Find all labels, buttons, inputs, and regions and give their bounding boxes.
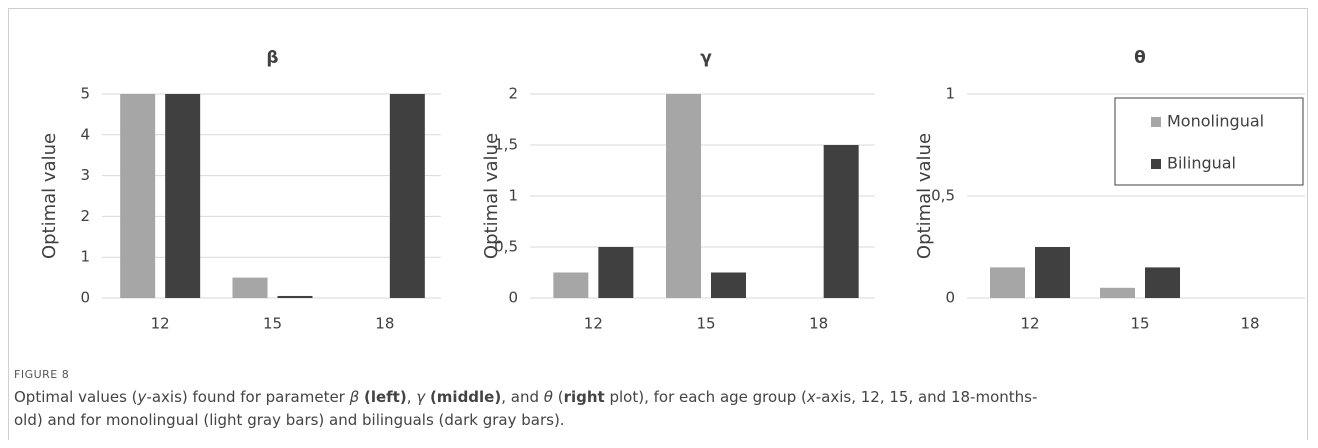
y-axis-label: Optimal value	[39, 133, 60, 259]
figure-label: FIGURE 8	[14, 368, 70, 381]
legend-swatch	[1151, 159, 1161, 169]
bar	[1145, 267, 1180, 298]
legend-swatch	[1151, 117, 1161, 127]
caption-text: right	[563, 388, 605, 406]
y-tick-label: 5	[80, 85, 90, 103]
caption-text: (middle)	[429, 388, 502, 406]
y-tick-label: 2	[508, 85, 518, 103]
caption-text: x	[806, 388, 816, 406]
bar	[232, 277, 268, 298]
caption-text: plot), for each age group (	[604, 388, 807, 406]
y-tick-label: 1	[945, 85, 955, 103]
x-tick-label: 18	[1240, 315, 1259, 333]
legend-box	[1114, 97, 1304, 186]
bar	[553, 272, 589, 298]
bar	[823, 145, 859, 298]
y-tick-label: 1,5	[494, 136, 518, 154]
y-tick-label: 1	[80, 248, 90, 266]
y-tick-label: 0,5	[931, 187, 955, 205]
caption-text: -axis) found for parameter	[146, 388, 350, 406]
bar	[990, 267, 1025, 298]
caption-text: ,	[406, 388, 417, 406]
x-tick-label: 15	[263, 315, 282, 333]
caption-text: (	[552, 388, 564, 406]
chart-title: θ	[1134, 48, 1146, 68]
x-tick-label: 18	[809, 315, 828, 333]
caption-text: Optimal values (	[14, 388, 138, 406]
bar	[1100, 287, 1135, 298]
figure-caption: Optimal values (y-axis) found for parame…	[14, 386, 1064, 432]
bar	[598, 247, 634, 298]
y-tick-label: 1	[508, 187, 518, 205]
y-tick-label: 0	[508, 289, 518, 307]
y-tick-label: 0	[80, 289, 90, 307]
x-tick-label: 18	[375, 315, 394, 333]
y-tick-label: 2	[80, 207, 90, 225]
bar	[120, 94, 156, 298]
bar	[277, 295, 313, 298]
bar	[666, 94, 701, 298]
caption-text: -axis, 12, 15, and 18-months-old) and fo…	[14, 388, 1038, 429]
legend-label: Monolingual	[1167, 112, 1264, 131]
bar	[1035, 247, 1070, 298]
caption-text: (left)	[363, 388, 407, 406]
x-tick-label: 12	[1020, 315, 1039, 333]
y-tick-label: 3	[80, 166, 90, 184]
legend-label: Bilingual	[1167, 154, 1236, 173]
chart-title: γ	[700, 48, 712, 68]
chart-title: β	[266, 48, 278, 68]
y-tick-label: 4	[80, 125, 90, 143]
caption-text: β	[349, 388, 360, 406]
x-tick-label: 12	[584, 315, 603, 333]
y-axis-label: Optimal value	[914, 133, 935, 259]
bar	[711, 272, 746, 298]
y-tick-label: 0	[945, 289, 955, 307]
y-tick-label: 0,5	[494, 238, 518, 256]
caption-text: , and	[501, 388, 544, 406]
caption-text: θ	[543, 388, 553, 406]
figure-frame	[8, 8, 1308, 440]
x-tick-label: 15	[1130, 315, 1149, 333]
x-tick-label: 15	[696, 315, 715, 333]
caption-text: γ	[416, 388, 426, 406]
bar	[389, 94, 425, 298]
caption-text: y	[137, 388, 147, 406]
x-tick-label: 12	[151, 315, 170, 333]
bar	[165, 94, 201, 298]
y-axis-label: Optimal value	[481, 133, 502, 259]
